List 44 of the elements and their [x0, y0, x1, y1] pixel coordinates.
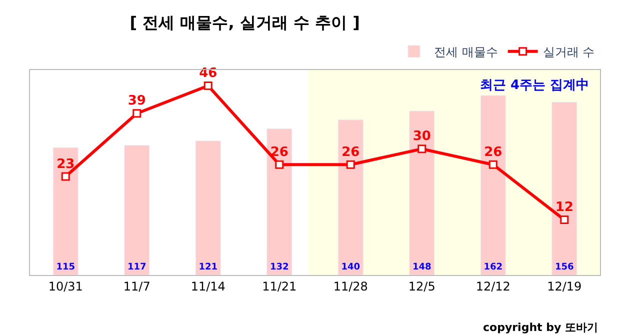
bar: [480, 95, 506, 275]
data-label: 132: [270, 262, 289, 273]
data-label: 140: [341, 262, 360, 273]
bar: [266, 128, 292, 275]
point: [488, 160, 498, 169]
x-tick-label: 12/19: [547, 279, 582, 294]
point: [346, 160, 355, 169]
data-label: 23: [56, 156, 75, 172]
data-label: 26: [270, 144, 288, 160]
point: [132, 109, 142, 118]
data-label: 117: [127, 262, 146, 273]
bar: [338, 120, 364, 275]
data-label: 156: [554, 262, 574, 273]
bar: [409, 110, 435, 275]
bar: [552, 102, 578, 275]
x-tick-label: 11/7: [123, 279, 150, 294]
data-label: 162: [484, 262, 503, 273]
text: copyright by 또바기: [483, 321, 598, 334]
legend-label: 전세 매물수: [434, 45, 498, 60]
chart-title: [ 전세 매물수, 실거래 수 추이 ]: [130, 12, 360, 32]
data-label: 12: [555, 200, 574, 216]
bar: [52, 147, 78, 275]
point: [560, 216, 569, 224]
data-label: 30: [412, 129, 431, 144]
data-label: 39: [128, 94, 146, 109]
point: [275, 160, 284, 169]
x-tick-label: 12/12: [476, 279, 510, 294]
x-tick-label: 12/5: [408, 279, 436, 294]
point: [61, 172, 70, 181]
x-tick-label: 11/14: [190, 279, 226, 294]
point: [418, 144, 426, 154]
x-tick-label: 11/21: [262, 279, 297, 294]
data-label: 115: [56, 262, 76, 273]
point: [204, 82, 212, 90]
x-tick-label: 10/31: [48, 279, 83, 294]
data-label: 26: [342, 144, 360, 160]
bar: [124, 145, 150, 275]
data-label: 121: [198, 262, 218, 273]
data-label: 26: [484, 144, 502, 160]
x-tick-label: 11/28: [333, 279, 368, 294]
bar: [195, 140, 221, 275]
legend-label: 실거래 수: [542, 45, 595, 60]
annotation: 최근 4주는 집계中: [480, 78, 590, 93]
data-label: 148: [412, 262, 432, 273]
